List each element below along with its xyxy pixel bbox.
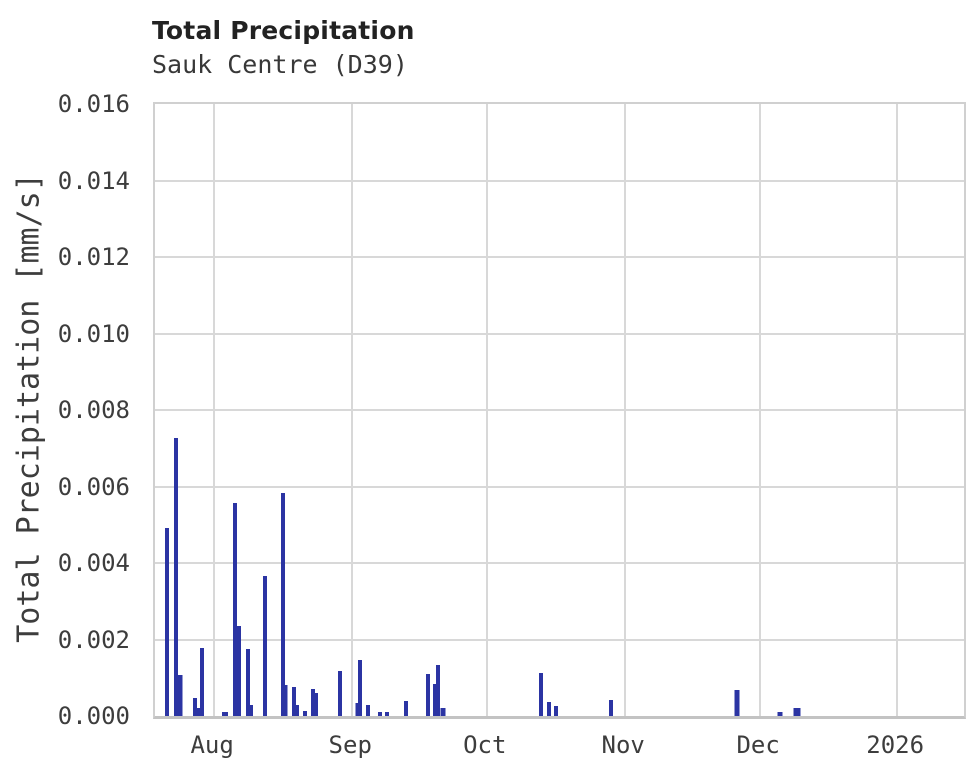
precipitation-bar [282, 685, 288, 716]
precipitation-bar [539, 673, 544, 716]
precipitation-bar [440, 708, 446, 716]
gridline-vertical [351, 104, 354, 716]
gridline-vertical [485, 104, 488, 716]
x-axis-ticks: Aug Sep Oct Nov Dec 2026 [153, 731, 962, 765]
gridline-vertical [759, 104, 762, 716]
gridline-horizontal [155, 179, 964, 182]
precipitation-bar [262, 576, 267, 716]
y-tick-label: 0.016 [57, 90, 130, 118]
y-tick-label: 0.012 [57, 243, 130, 271]
x-tick-label: Aug [190, 731, 234, 759]
precipitation-bar [310, 689, 315, 716]
gridline-horizontal [155, 256, 964, 258]
precipitation-bar [291, 686, 296, 716]
y-axis-ticks: 0.000 0.002 0.004 0.006 0.008 0.010 0.012 0.014… [0, 90, 138, 730]
precipitation-bar [177, 674, 183, 716]
precipitation-bar [436, 664, 441, 716]
gridline-horizontal [155, 332, 964, 335]
precipitation-bar [734, 690, 740, 716]
precipitation-bar [192, 698, 197, 716]
precipitation-bar [385, 711, 390, 716]
x-tick-label: Sep [328, 731, 372, 759]
gridline-horizontal [155, 562, 964, 564]
precipitation-bar [249, 704, 254, 716]
precipitation-bar [337, 671, 342, 716]
precipitation-bar [358, 660, 363, 716]
precipitation-bar [302, 711, 307, 716]
y-tick-label: 0.000 [57, 702, 130, 730]
x-tick-label: Dec [736, 731, 780, 759]
precipitation-bar [280, 493, 285, 716]
precipitation-bar [355, 702, 361, 716]
precipitation-bar [164, 528, 169, 716]
gridline-horizontal [155, 485, 964, 488]
precipitation-bar [174, 437, 179, 716]
gridline-vertical [213, 104, 216, 716]
gridline-horizontal [155, 638, 964, 641]
precipitation-bar [547, 701, 552, 716]
precipitation-bar [777, 712, 783, 716]
x-tick-label: 2026 [866, 731, 925, 759]
precipitation-bar [433, 683, 438, 716]
precipitation-bar [221, 712, 228, 716]
precipitation-bar [793, 708, 801, 716]
x-tick-label: Nov [601, 731, 645, 759]
precipitation-bar [366, 704, 371, 716]
gridline-horizontal [155, 409, 964, 411]
precipitation-bar [196, 707, 201, 716]
gridline-vertical [624, 104, 627, 716]
precipitation-bar [233, 503, 238, 716]
precipitation-bar [426, 673, 431, 716]
plot-area [153, 102, 966, 719]
precipitation-bar [314, 693, 319, 716]
y-tick-label: 0.002 [57, 625, 130, 654]
precipitation-bar [295, 705, 300, 716]
y-tick-label: 0.010 [57, 319, 130, 348]
precipitation-bar [554, 706, 559, 716]
y-tick-label: 0.014 [57, 166, 130, 195]
precipitation-bar [200, 648, 205, 716]
precipitation-bar [404, 701, 409, 716]
y-tick-label: 0.004 [57, 549, 130, 577]
precipitation-bar [608, 700, 613, 716]
y-tick-label: 0.006 [57, 472, 130, 501]
chart-title: Total Precipitation [152, 16, 415, 45]
y-tick-label: 0.008 [57, 396, 130, 424]
precipitation-bar [245, 648, 250, 716]
chart-subtitle: Sauk Centre (D39) [152, 50, 408, 79]
x-tick-label: Oct [463, 731, 507, 759]
precipitation-bar [236, 626, 241, 716]
precipitation-bar [378, 712, 383, 716]
gridline-vertical [896, 104, 899, 716]
